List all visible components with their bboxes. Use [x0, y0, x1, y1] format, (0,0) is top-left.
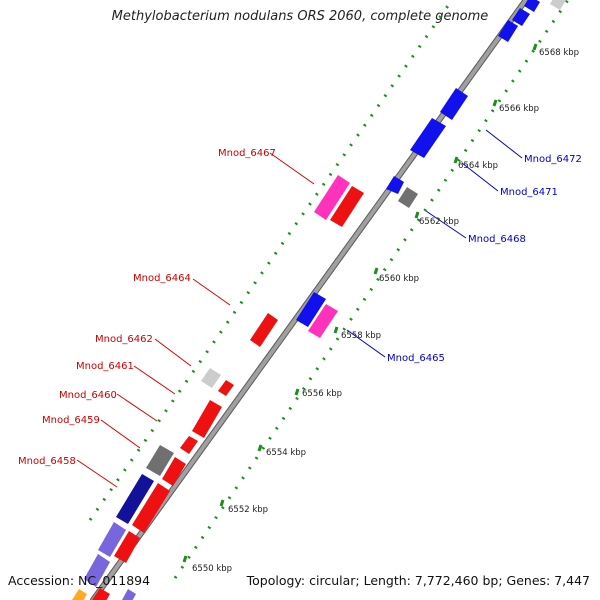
leader-line: [346, 329, 386, 358]
leader-line: [116, 393, 158, 422]
map-title: Methylobacterium nodulans ORS 2060, comp…: [111, 9, 489, 24]
tick-mark: [492, 99, 498, 107]
gene-arrow: [72, 589, 87, 600]
gene-label: Mnod_6460: [59, 390, 117, 401]
tick-label: 6552 kbp: [228, 505, 268, 515]
gene-label: Mnod_6465: [387, 353, 445, 364]
tick-label: 6550 kbp: [192, 564, 232, 574]
gene-arrow: [550, 0, 566, 10]
tick-label: 6554 kbp: [266, 448, 306, 458]
leader-line: [269, 152, 315, 185]
gene-label: Mnod_6461: [76, 361, 134, 372]
leader-line: [461, 162, 499, 192]
forward-genes: [72, 175, 364, 600]
tick-label: 6562 kbp: [419, 217, 459, 227]
gene-arrow: [162, 457, 186, 486]
leader-line: [425, 210, 467, 239]
gene-arrow: [296, 292, 326, 327]
accession-text: Accession: NC_011894: [8, 573, 151, 588]
gene-arrow: [314, 175, 350, 220]
gene-arrow: [410, 118, 446, 158]
leader-line: [76, 459, 118, 488]
outer-dot-line: [88, 0, 454, 521]
gene-arrow: [250, 313, 278, 347]
genome-summary-text: Topology: circular; Length: 7,772,460 bp…: [246, 573, 590, 588]
gene-arrow: [192, 400, 222, 438]
gene-label: Mnod_6471: [500, 187, 558, 198]
scale-tick-labels: 6550 kbp 6552 kbp 6554 kbp 6556 kbp 6558…: [192, 48, 579, 574]
reverse-gene-labels: Mnod_6472 Mnod_6471 Mnod_6468 Mnod_6465: [387, 154, 582, 364]
gene-arrow: [218, 380, 234, 396]
inner-dot-line: [173, 0, 570, 579]
gene-arrow: [116, 474, 154, 524]
tick-label: 6560 kbp: [379, 274, 419, 284]
label-leaders: [76, 129, 523, 488]
gene-arrow: [132, 483, 170, 533]
tick-dot-lines: [88, 0, 570, 579]
gene-arrow: [330, 186, 364, 227]
tick-label: 6556 kbp: [302, 389, 342, 399]
leader-line: [133, 365, 176, 395]
gene-arrow: [512, 8, 530, 26]
gene-arrow: [308, 304, 338, 338]
tick-label: 6568 kbp: [539, 48, 579, 58]
gene-arrow: [386, 176, 404, 194]
forward-gene-labels: Mnod_6467 Mnod_6464 Mnod_6462 Mnod_6461 …: [18, 148, 276, 467]
tick-mark: [257, 444, 263, 452]
gene-arrow: [201, 368, 221, 388]
leader-line: [100, 419, 141, 449]
gene-arrow: [92, 588, 110, 600]
tick-label: 6558 kbp: [341, 331, 381, 341]
tick-label: 6566 kbp: [499, 104, 539, 114]
gene-label: Mnod_6458: [18, 456, 76, 467]
reverse-genes: [296, 0, 566, 338]
tick-mark: [294, 388, 300, 396]
tick-mark: [453, 156, 459, 164]
tick-label: 6564 kbp: [458, 161, 498, 171]
leader-line: [154, 338, 192, 367]
gene-arrow: [180, 436, 198, 454]
gene-arrow: [114, 531, 140, 563]
gene-arrow: [146, 445, 174, 476]
gene-label: Mnod_6464: [133, 273, 191, 284]
tick-mark: [532, 43, 538, 51]
gene-arrow: [440, 88, 468, 120]
tick-mark: [219, 499, 225, 507]
tick-mark: [373, 267, 379, 275]
gene-label: Mnod_6459: [42, 415, 100, 426]
tick-mark: [414, 211, 420, 219]
gene-arrow: [398, 187, 418, 208]
gene-arrow: [122, 589, 136, 600]
gene-arrow: [98, 522, 126, 557]
leader-line: [485, 129, 523, 159]
gene-arrow: [84, 554, 110, 587]
gene-label: Mnod_6468: [468, 234, 526, 245]
gene-arrow: [524, 0, 540, 12]
tick-mark: [182, 555, 188, 563]
gene-label: Mnod_6467: [218, 148, 276, 159]
gene-label: Mnod_6472: [524, 154, 582, 165]
gene-arrow: [498, 20, 518, 42]
leader-line: [192, 278, 231, 306]
major-ticks: [182, 43, 538, 563]
tick-mark: [333, 326, 339, 334]
gene-label: Mnod_6462: [95, 334, 153, 345]
